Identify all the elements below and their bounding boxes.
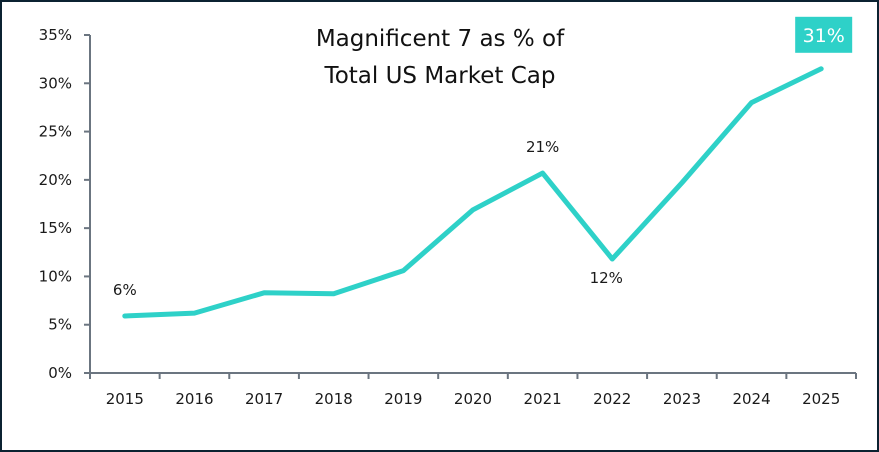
data-labels: 6% 21% 12% 31% <box>113 16 853 299</box>
axes <box>84 34 857 379</box>
y-tick-label: 5% <box>48 316 72 334</box>
data-label: 21% <box>526 138 559 156</box>
data-label-badge-background <box>795 16 853 53</box>
y-tick-label: 15% <box>39 219 72 237</box>
series-line <box>122 66 824 319</box>
x-tick-label: 2017 <box>245 390 283 408</box>
x-tick-label: 2025 <box>802 390 840 408</box>
y-tick-label: 20% <box>39 171 72 189</box>
chart-title: Magnificent 7 as % of Total US Market Ca… <box>316 26 565 89</box>
chart-title-line-1: Magnificent 7 as % of <box>316 26 565 52</box>
y-tick-label: 0% <box>48 364 72 382</box>
y-axis-tick-labels: 0% 5% 10% 15% 20% 25% 30% 35% <box>39 26 72 382</box>
x-tick-label: 2024 <box>732 390 770 408</box>
y-tick-label: 30% <box>39 74 72 92</box>
x-tick-label: 2023 <box>663 390 701 408</box>
x-tick-label: 2022 <box>593 390 631 408</box>
data-label: 12% <box>590 269 623 287</box>
y-tick-label: 35% <box>39 26 72 44</box>
data-label-badge-text: 31% <box>803 25 845 47</box>
x-tick-label: 2016 <box>175 390 213 408</box>
x-tick-label: 2015 <box>106 390 144 408</box>
data-label: 6% <box>113 281 137 299</box>
y-tick-label: 10% <box>39 267 72 285</box>
x-axis-tick-labels: 2015 2016 2017 2018 2019 2020 2021 2022 2023 2024… <box>106 390 841 408</box>
data-label-badge: 31% <box>795 16 853 53</box>
x-tick-label: 2020 <box>454 390 492 408</box>
x-tick-label: 2018 <box>315 390 353 408</box>
y-tick-label: 25% <box>39 123 72 141</box>
x-tick-label: 2019 <box>384 390 422 408</box>
series-line-path <box>122 66 824 319</box>
chart-title-line-2: Total US Market Cap <box>324 63 556 89</box>
x-tick-label: 2021 <box>524 390 562 408</box>
